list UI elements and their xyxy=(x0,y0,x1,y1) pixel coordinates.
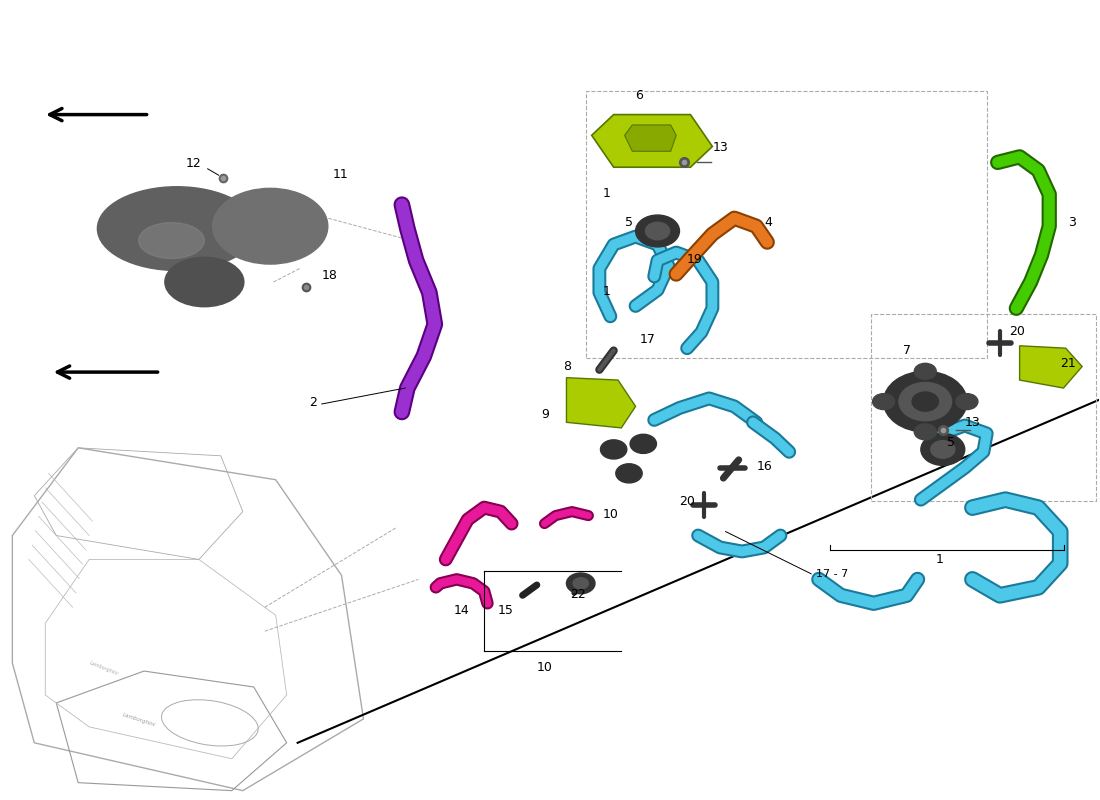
Text: 10: 10 xyxy=(537,661,552,674)
Circle shape xyxy=(601,440,627,459)
Text: Lamborghini: Lamborghini xyxy=(89,660,120,676)
Text: 13: 13 xyxy=(713,142,728,154)
Ellipse shape xyxy=(139,222,205,258)
Circle shape xyxy=(931,441,955,458)
Polygon shape xyxy=(592,114,713,167)
Text: 9: 9 xyxy=(541,407,549,421)
Text: 5: 5 xyxy=(947,436,955,450)
Circle shape xyxy=(573,578,588,589)
Text: 1: 1 xyxy=(603,186,611,200)
Circle shape xyxy=(914,363,936,379)
Text: 6: 6 xyxy=(636,89,644,102)
Text: 22: 22 xyxy=(570,588,585,601)
Text: 1: 1 xyxy=(603,285,611,298)
Circle shape xyxy=(899,382,952,421)
Polygon shape xyxy=(625,125,676,151)
Circle shape xyxy=(646,222,670,240)
Text: 20: 20 xyxy=(680,495,695,508)
Text: 7: 7 xyxy=(903,344,911,357)
Text: 3: 3 xyxy=(1068,216,1076,230)
Ellipse shape xyxy=(98,186,256,270)
Circle shape xyxy=(883,371,967,432)
Text: 17 - 7: 17 - 7 xyxy=(815,569,848,579)
Circle shape xyxy=(956,394,978,410)
Text: 11: 11 xyxy=(332,168,349,182)
Circle shape xyxy=(566,573,595,594)
Text: 1: 1 xyxy=(936,554,944,566)
Circle shape xyxy=(616,464,642,483)
Circle shape xyxy=(914,424,936,440)
Polygon shape xyxy=(566,378,636,428)
Text: 14: 14 xyxy=(453,604,470,617)
Ellipse shape xyxy=(165,258,244,306)
Text: 10: 10 xyxy=(603,508,618,521)
Text: 19: 19 xyxy=(688,253,703,266)
Text: 8: 8 xyxy=(563,360,571,373)
Text: 5: 5 xyxy=(625,216,632,230)
Text: 15: 15 xyxy=(497,604,514,617)
Text: 4: 4 xyxy=(764,216,772,230)
Circle shape xyxy=(636,215,680,247)
Text: 17: 17 xyxy=(640,333,656,346)
Circle shape xyxy=(872,394,894,410)
Text: Lamborghini: Lamborghini xyxy=(122,713,156,728)
Circle shape xyxy=(630,434,657,454)
Ellipse shape xyxy=(212,188,328,264)
Polygon shape xyxy=(1020,346,1082,388)
Text: 12: 12 xyxy=(185,158,201,170)
Text: 21: 21 xyxy=(1060,357,1076,370)
Text: 16: 16 xyxy=(757,460,772,473)
Text: 20: 20 xyxy=(1009,325,1024,338)
Circle shape xyxy=(912,392,938,411)
Text: 2: 2 xyxy=(309,396,318,410)
Text: 13: 13 xyxy=(965,415,980,429)
Text: 18: 18 xyxy=(322,269,338,282)
Circle shape xyxy=(921,434,965,466)
